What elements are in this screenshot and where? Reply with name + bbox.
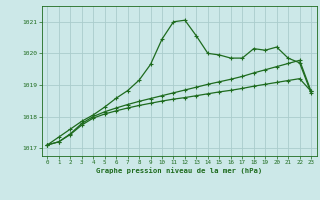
X-axis label: Graphe pression niveau de la mer (hPa): Graphe pression niveau de la mer (hPa) xyxy=(96,167,262,174)
